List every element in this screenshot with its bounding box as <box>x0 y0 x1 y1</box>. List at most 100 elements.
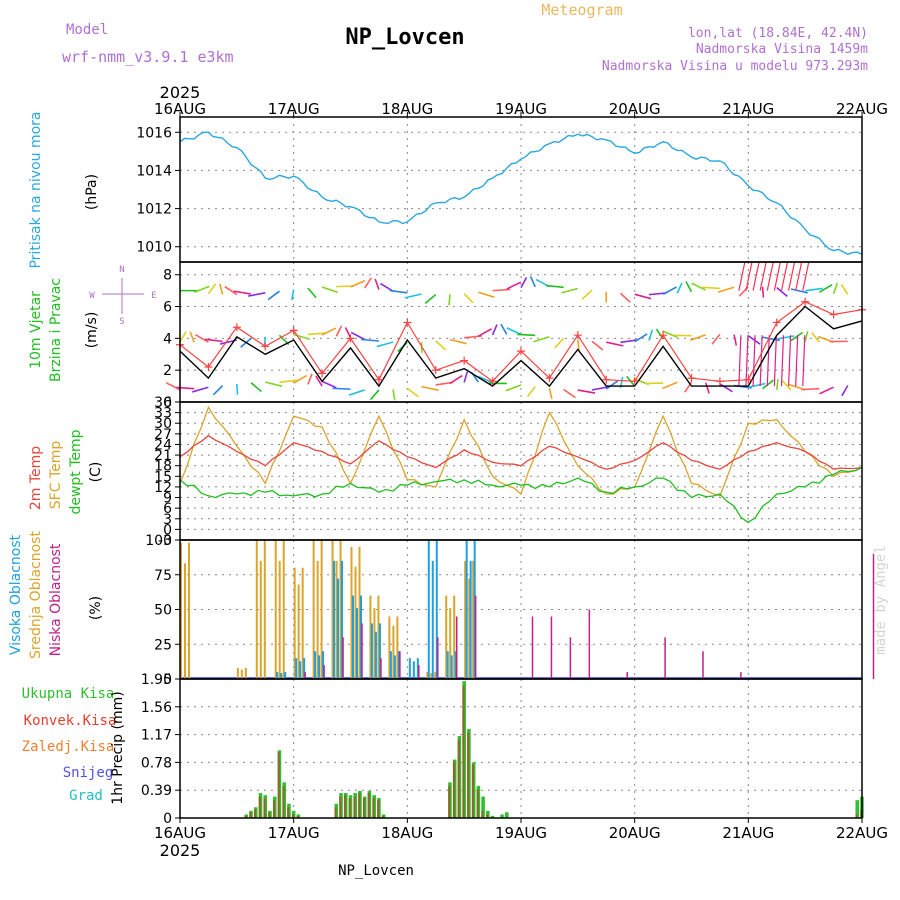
wind-gust-marker <box>346 334 355 343</box>
wind-arrow <box>290 289 295 301</box>
wind-arrow <box>795 335 799 387</box>
wind-arrow <box>802 335 806 387</box>
precip-legend-item: Ukupna Kisa <box>22 686 115 702</box>
model-label: Model <box>66 22 108 38</box>
conv-precip-bar <box>287 807 290 818</box>
conv-precip-bar <box>367 793 370 818</box>
temp-axis-title-1: 2m Temp <box>28 446 44 510</box>
pressure-line <box>179 131 863 256</box>
wind-arrow <box>554 337 565 349</box>
wind-arrow <box>369 389 380 401</box>
wind-arrow <box>463 293 474 304</box>
year-bottom: 2025 <box>160 841 201 860</box>
wind-arrow <box>790 288 808 294</box>
wind-axis-title-1: 10m Vjetar <box>28 291 44 369</box>
wind-arrow <box>747 335 761 345</box>
wind-arrow <box>265 381 283 387</box>
wind-gust-line <box>179 301 863 383</box>
y-tick-label: 0 <box>163 395 172 411</box>
wind-arrow <box>795 261 803 291</box>
y-tick-label: 21 <box>154 448 172 464</box>
wind-arrow <box>348 389 365 396</box>
panel-frame <box>179 401 863 541</box>
wind-arrow <box>463 371 469 383</box>
wind-arrow <box>321 327 337 336</box>
wind-arrow <box>424 293 437 304</box>
wind-arrow <box>374 278 380 290</box>
x-tick-bottom: 16AUG <box>154 824 206 842</box>
wind-arrow <box>605 380 619 390</box>
conv-precip-bar <box>296 815 299 818</box>
y-tick-label: 27 <box>154 427 172 443</box>
wind-arrow <box>491 324 498 336</box>
conv-precip-bar <box>377 800 380 818</box>
wind-arrow <box>704 382 710 394</box>
wind-gust-marker <box>460 356 469 365</box>
wind-arrow <box>477 328 492 337</box>
wind-arrow <box>404 293 422 299</box>
x-tick-bottom: 17AUG <box>268 824 320 842</box>
total-precip-bar <box>490 815 495 818</box>
wind-gust-marker <box>659 331 668 340</box>
wind-axis-title-2: Brzina i Pravac <box>48 278 64 382</box>
compass-south: S <box>119 317 124 327</box>
wind-arrow <box>350 331 366 341</box>
wind-arrow <box>752 261 760 291</box>
wind-arrow <box>361 338 379 342</box>
y-tick-label: 3 <box>163 512 172 528</box>
wind-arrow <box>545 284 564 289</box>
wind-arrow <box>790 331 804 342</box>
model-name: wrf-nmm_v3.9.1 e3km <box>62 48 234 66</box>
wind-arrow <box>406 387 419 398</box>
wind-gust-marker <box>573 331 582 340</box>
wind-arrow <box>529 276 536 288</box>
conv-precip-bar <box>339 796 342 818</box>
wind-arrow <box>787 335 792 387</box>
panel-frame <box>179 539 863 680</box>
conv-precip-bar <box>372 798 375 818</box>
cloud-axis-title-1: Visoka Oblacnost <box>8 534 24 655</box>
wind-arrow <box>267 290 280 301</box>
wind-arrow <box>364 277 372 289</box>
wind-arrow <box>321 380 337 389</box>
wind-arrow <box>517 333 536 337</box>
y-tick-label: 1014 <box>136 163 172 179</box>
wind-arrow <box>279 379 298 384</box>
y-tick-label: 25 <box>154 637 172 653</box>
temp-2m-line <box>179 434 863 470</box>
wind-arrow <box>591 340 604 351</box>
wind-gust-marker <box>715 377 724 386</box>
wind-arrow <box>619 292 631 303</box>
y-tick-label: 75 <box>154 568 172 584</box>
wind-arrow <box>620 339 639 344</box>
wind-arrow <box>691 282 707 291</box>
conv-precip-bar <box>244 815 247 818</box>
y-tick-label: 33 <box>154 406 172 422</box>
wind-arrow <box>711 333 721 345</box>
x-tick-top: 16AUG <box>154 100 206 118</box>
y-tick-label: 18 <box>154 459 172 475</box>
y-tick-label: 0.39 <box>141 783 172 799</box>
model-elevation-label: Nadmorska Visina u modelu 973.293m <box>602 59 868 74</box>
lonlat-label: lon,lat (18.84E, 42.4N) <box>688 26 868 41</box>
year-top: 2025 <box>160 83 201 102</box>
wind-arrow <box>745 261 753 291</box>
wind-arrow <box>344 327 352 339</box>
y-tick-label: 6 <box>163 300 172 316</box>
wind-arrow <box>449 338 467 345</box>
wind-arrow <box>662 381 678 390</box>
wind-arrow <box>775 378 779 390</box>
conv-precip-bar <box>462 686 465 818</box>
x-tick-bottom: 19AUG <box>495 824 547 842</box>
wind-arrow <box>195 334 209 343</box>
wind-arrow <box>634 333 648 343</box>
elevation-label: Nadmorska Visina 1459m <box>696 42 868 57</box>
total-precip-bar <box>481 796 485 818</box>
wind-arrow <box>773 335 777 387</box>
conv-precip-bar <box>471 764 474 818</box>
wind-arrow <box>192 386 209 393</box>
total-precip-bar <box>855 800 860 818</box>
wind-arrow <box>606 341 624 347</box>
wind-speed-line <box>179 305 863 388</box>
wind-arrow <box>165 382 181 391</box>
